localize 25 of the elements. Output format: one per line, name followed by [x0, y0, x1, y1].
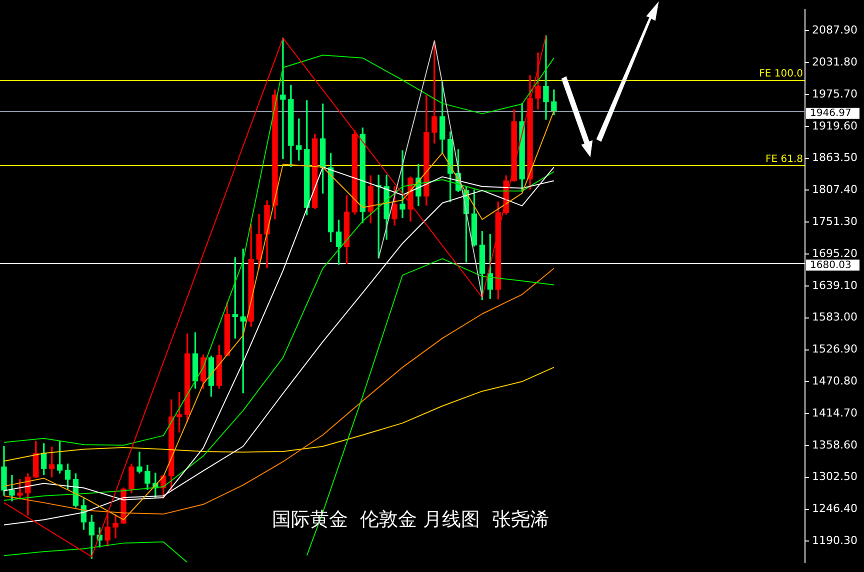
candlestick	[543, 35, 549, 120]
y-tick-label: 2031.80	[812, 55, 858, 68]
ref-line-label: 1946.97	[810, 108, 852, 119]
y-tick-label: 1639.10	[812, 278, 858, 292]
y-tick-label: 1190.30	[812, 534, 858, 548]
y-tick-label: 1863.50	[812, 151, 858, 164]
y-tick-label: 1526.90	[812, 342, 858, 356]
candlestick	[112, 514, 118, 538]
y-tick-label: 2087.90	[812, 24, 858, 37]
y-tick-label: 1583.00	[812, 310, 858, 324]
y-tick-label: 1414.70	[812, 406, 858, 420]
y-tick-label: 1358.60	[812, 438, 858, 452]
y-tick-label: 1751.30	[812, 214, 858, 228]
candlestick	[136, 452, 142, 474]
y-tick-label: 1695.20	[812, 246, 858, 260]
y-tick-label: 1807.40	[812, 183, 858, 196]
ref-line-label: FE 100.0	[759, 68, 803, 80]
y-tick-label: 1302.50	[812, 470, 858, 484]
ref-line-label: 1680.03	[810, 260, 852, 271]
candlestick	[280, 38, 286, 159]
ref-line-label: FE 61.8	[765, 154, 803, 166]
y-tick-label: 1975.70	[812, 87, 858, 100]
y-tick-label: 1470.80	[812, 374, 858, 388]
y-tick-label: 1919.60	[812, 119, 858, 132]
y-tick-label: 1246.40	[812, 502, 858, 516]
